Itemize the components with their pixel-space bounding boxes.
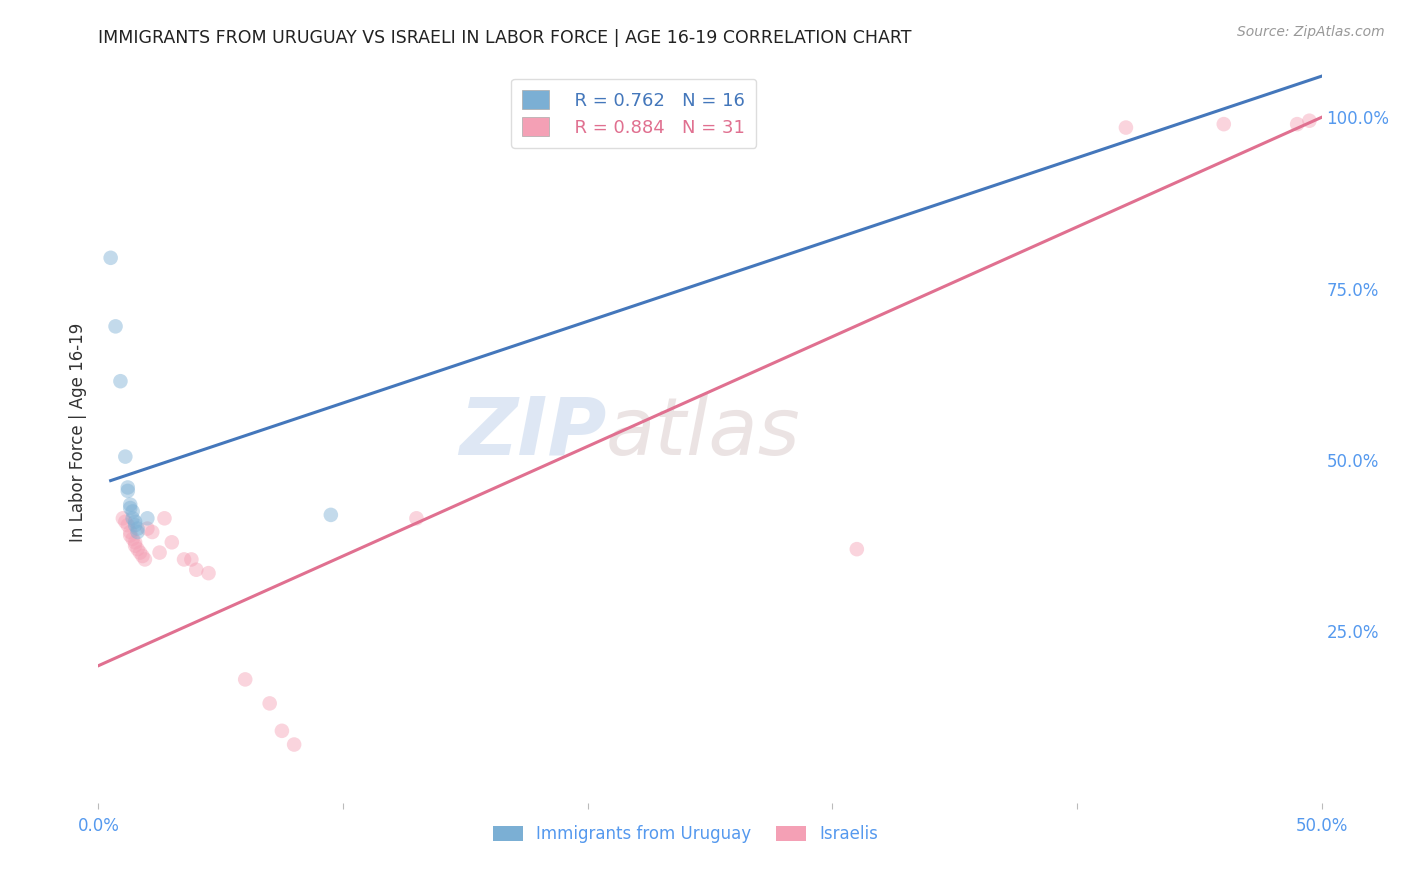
Point bbox=[120, 524, 142, 539]
Point bbox=[270, 723, 294, 738]
Point bbox=[1298, 113, 1320, 128]
Text: IMMIGRANTS FROM URUGUAY VS ISRAELI IN LABOR FORCE | AGE 16-19 CORRELATION CHART: IMMIGRANTS FROM URUGUAY VS ISRAELI IN LA… bbox=[98, 29, 912, 47]
Point bbox=[127, 542, 149, 557]
Point bbox=[180, 552, 202, 566]
Point bbox=[1286, 117, 1309, 131]
Point bbox=[111, 511, 134, 525]
Point bbox=[131, 549, 153, 563]
Point bbox=[1115, 120, 1137, 135]
Point bbox=[127, 524, 149, 539]
Point bbox=[121, 532, 143, 546]
Point bbox=[197, 566, 219, 581]
Legend: Immigrants from Uruguay, Israelis: Immigrants from Uruguay, Israelis bbox=[486, 819, 884, 850]
Point bbox=[845, 542, 868, 557]
Point bbox=[186, 563, 208, 577]
Point bbox=[110, 374, 132, 388]
Text: ZIP: ZIP bbox=[458, 393, 606, 472]
Point bbox=[120, 498, 142, 512]
Point bbox=[127, 522, 149, 536]
Point bbox=[114, 515, 136, 529]
Text: atlas: atlas bbox=[606, 393, 801, 472]
Point bbox=[114, 450, 136, 464]
Y-axis label: In Labor Force | Age 16-19: In Labor Force | Age 16-19 bbox=[69, 323, 87, 542]
Point bbox=[405, 511, 427, 525]
Point bbox=[136, 522, 159, 536]
Point bbox=[120, 501, 142, 516]
Point bbox=[141, 524, 163, 539]
Point bbox=[117, 518, 139, 533]
Point bbox=[120, 528, 142, 542]
Point bbox=[121, 511, 143, 525]
Point bbox=[173, 552, 195, 566]
Point bbox=[233, 673, 256, 687]
Point bbox=[283, 738, 305, 752]
Point bbox=[124, 535, 146, 549]
Point bbox=[259, 697, 281, 711]
Point bbox=[134, 552, 156, 566]
Point bbox=[160, 535, 183, 549]
Point bbox=[153, 511, 176, 525]
Point bbox=[136, 511, 159, 525]
Point bbox=[124, 518, 146, 533]
Point bbox=[124, 515, 146, 529]
Point bbox=[100, 251, 122, 265]
Point bbox=[319, 508, 342, 522]
Point bbox=[129, 545, 152, 559]
Point bbox=[124, 539, 146, 553]
Text: Source: ZipAtlas.com: Source: ZipAtlas.com bbox=[1237, 25, 1385, 39]
Point bbox=[149, 545, 172, 559]
Point bbox=[1212, 117, 1234, 131]
Point bbox=[121, 504, 143, 518]
Point bbox=[104, 319, 127, 334]
Point bbox=[117, 480, 139, 494]
Point bbox=[117, 483, 139, 498]
